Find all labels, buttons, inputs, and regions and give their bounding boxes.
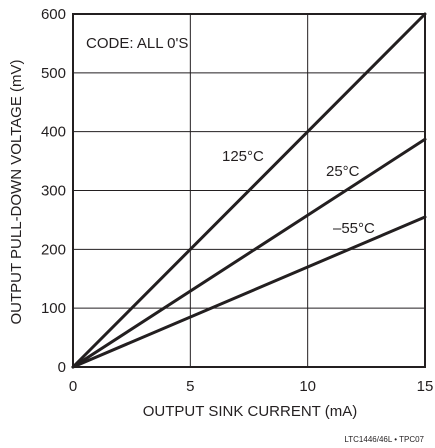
series-line-1: [71, 137, 427, 369]
series-line-0: [71, 12, 427, 369]
y-tick-label: 200: [41, 241, 66, 258]
y-tick-label: 0: [58, 359, 66, 376]
y-axis-title: OUTPUT PULL-DOWN VOLTAGE (mV): [8, 59, 25, 324]
code-annotation: CODE: ALL 0'S: [86, 35, 188, 52]
y-tick-label: 600: [41, 6, 66, 23]
plot-frame: [72, 13, 426, 368]
series-line-2: [71, 215, 427, 369]
series-lines: [71, 12, 427, 369]
series-label-25c: 25°C: [326, 163, 360, 180]
x-tick-label: 0: [69, 378, 77, 395]
series-label-125c: 125°C: [222, 148, 264, 165]
tick-labels: 0 5 10 15 0 100 200 300 400 500 600: [41, 6, 433, 395]
x-tick-label: 10: [299, 378, 316, 395]
y-tick-label: 500: [41, 65, 66, 82]
x-tick-label: 5: [186, 378, 194, 395]
y-tick-label: 100: [41, 300, 66, 317]
y-tick-label: 400: [41, 124, 66, 141]
x-axis-title: OUTPUT SINK CURRENT (mA): [143, 403, 357, 420]
series-label-minus55c: –55°C: [333, 220, 375, 237]
x-tick-label: 15: [417, 378, 434, 395]
figure-footer: LTC1446/46L • TPC07: [344, 435, 424, 444]
y-tick-label: 300: [41, 183, 66, 200]
